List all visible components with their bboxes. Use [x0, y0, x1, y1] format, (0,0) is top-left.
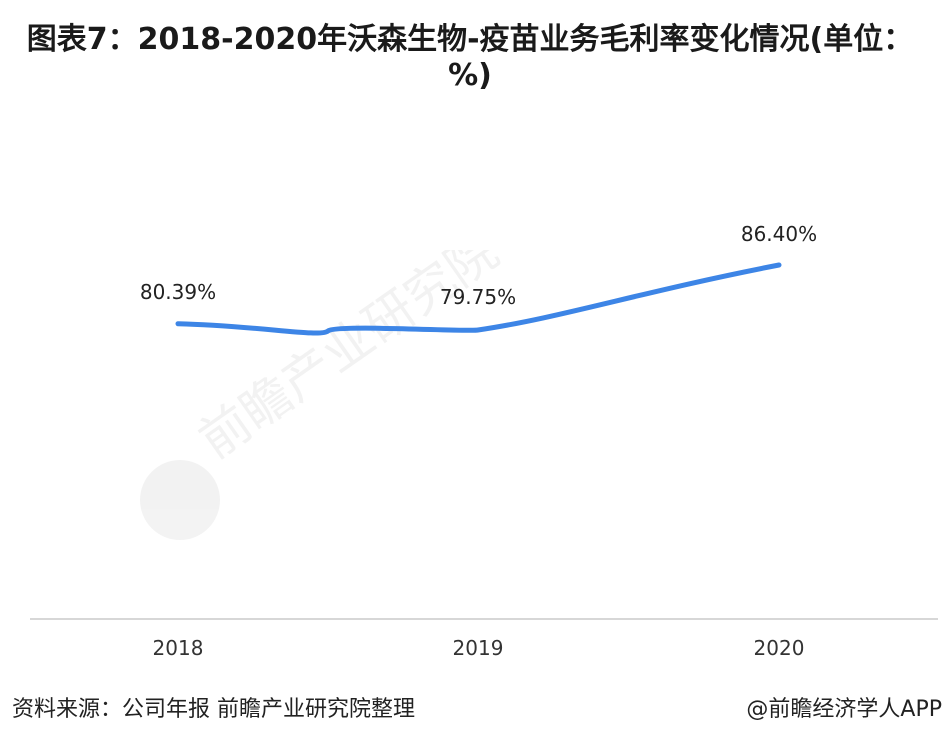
brand-credit: @前瞻经济学人APP	[746, 697, 942, 722]
x-tick-labels: 2018 2019 2020	[153, 636, 805, 660]
x-tick-label-2019: 2019	[453, 636, 504, 660]
x-tick-label-2020: 2020	[754, 636, 805, 660]
data-label-2018: 80.39%	[140, 280, 216, 304]
data-labels: 80.39% 79.75% 86.40%	[140, 222, 817, 309]
chart-title: 图表7：2018-2020年沃森生物-疫苗业务毛利率变化情况(单位：%)	[26, 22, 914, 93]
series-line	[175, 262, 782, 336]
x-tick-label-2018: 2018	[153, 636, 204, 660]
source-note: 资料来源：公司年报 前瞻产业研究院整理	[12, 697, 415, 722]
data-label-2020: 86.40%	[741, 222, 817, 246]
data-label-2019: 79.75%	[440, 285, 516, 309]
